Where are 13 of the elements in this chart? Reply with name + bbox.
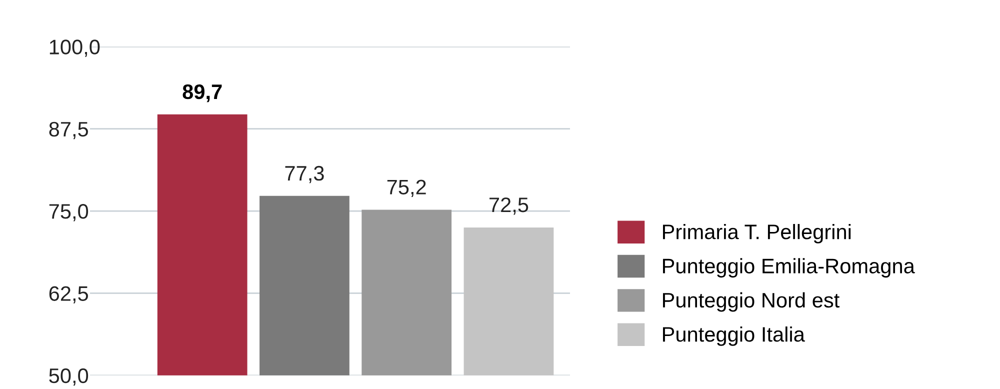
legend-label: Primaria T. Pellegrini: [663, 224, 851, 244]
data-label: 77,3: [285, 166, 324, 184]
legend-label: Punteggio Emilia-Romagna: [663, 258, 915, 278]
y-tick-label: 75,0: [49, 204, 88, 222]
y-tick-label: 100,0: [50, 40, 100, 57]
legend-label: Punteggio Nord est: [663, 292, 840, 312]
data-label: 72,5: [490, 197, 528, 215]
legend-label: Punteggio Italia: [663, 326, 805, 346]
y-tick-label: 87,5: [49, 122, 88, 140]
data-label: 89,7: [182, 84, 222, 102]
y-tick-label: 62,5: [49, 286, 88, 304]
y-tick-label: 50,0: [49, 368, 88, 386]
data-label: 75,2: [387, 180, 426, 197]
